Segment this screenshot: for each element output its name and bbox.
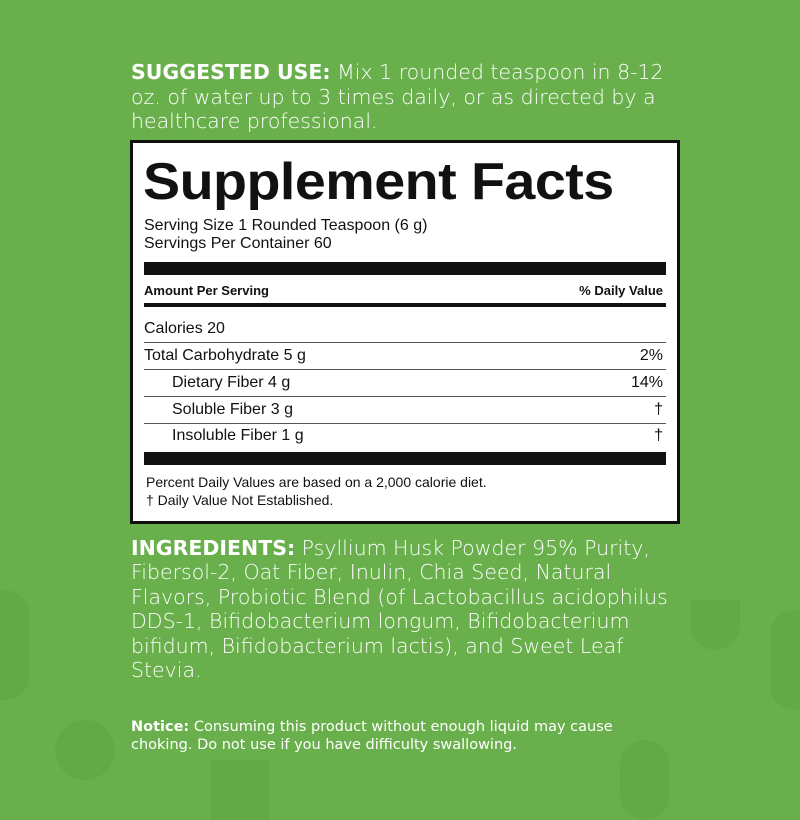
nutrient-name: Total Carbohydrate 5 g <box>144 347 306 364</box>
nutrient-name: Calories 20 <box>144 320 225 337</box>
nutrient-name: Dietary Fiber 4 g <box>172 374 291 391</box>
suggested-use-text: Mix 1 rounded teaspoon in 8-12 oz. of wa… <box>131 60 664 133</box>
facts-row: Soluble Fiber 3 g † <box>144 397 663 423</box>
facts-row: Calories 20 <box>144 316 663 342</box>
amount-header: Amount Per Serving <box>144 283 269 298</box>
nutrient-dv: 14% <box>630 374 663 391</box>
row-divider <box>144 369 666 370</box>
background-shape <box>210 760 270 820</box>
ingredients: INGREDIENTS: Psyllium Husk Powder 95% Pu… <box>131 536 671 682</box>
background-shape <box>0 590 30 700</box>
row-divider <box>144 423 666 424</box>
footnote-daily-values: Percent Daily Values are based on a 2,00… <box>146 474 487 490</box>
medium-divider <box>144 303 666 307</box>
row-divider <box>144 396 666 397</box>
footnotes: Percent Daily Values are based on a 2,00… <box>146 473 487 509</box>
suggested-use: SUGGESTED USE: Mix 1 rounded teaspoon in… <box>131 60 671 134</box>
supplement-facts-panel: Supplement Facts Serving Size 1 Rounded … <box>130 140 680 524</box>
ingredients-text: Psyllium Husk Powder 95% Purity, Fiberso… <box>131 536 668 683</box>
serving-info: Serving Size 1 Rounded Teaspoon (6 g) Se… <box>144 217 427 253</box>
thick-divider <box>144 452 666 465</box>
background-shape <box>690 600 740 650</box>
nutrient-dv: 2% <box>639 347 663 364</box>
nutrient-name: Insoluble Fiber 1 g <box>172 427 304 444</box>
row-divider <box>144 342 666 343</box>
nutrient-name: Soluble Fiber 3 g <box>172 401 293 418</box>
suggested-use-label: SUGGESTED USE: <box>131 60 331 84</box>
servings-per-container: Servings Per Container 60 <box>144 235 332 252</box>
dv-header: % Daily Value <box>579 283 663 298</box>
notice-text: Consuming this product without enough li… <box>131 719 613 753</box>
nutrient-dv: † <box>654 401 663 418</box>
column-header: Amount Per Serving % Daily Value <box>144 283 663 298</box>
notice: Notice: Consuming this product without e… <box>131 718 671 754</box>
nutrient-dv: † <box>654 427 663 444</box>
notice-label: Notice: <box>131 719 190 735</box>
facts-row: Dietary Fiber 4 g 14% <box>144 370 663 396</box>
thick-divider <box>144 262 666 275</box>
facts-title: Supplement Facts <box>143 153 614 211</box>
facts-row: Total Carbohydrate 5 g 2% <box>144 343 663 369</box>
background-shape <box>770 610 800 710</box>
ingredients-label: INGREDIENTS: <box>131 536 296 560</box>
serving-size: Serving Size 1 Rounded Teaspoon (6 g) <box>144 217 428 234</box>
background-shape <box>55 720 115 780</box>
footnote-dagger: † Daily Value Not Established. <box>146 492 334 508</box>
facts-row: Insoluble Fiber 1 g † <box>144 423 663 449</box>
